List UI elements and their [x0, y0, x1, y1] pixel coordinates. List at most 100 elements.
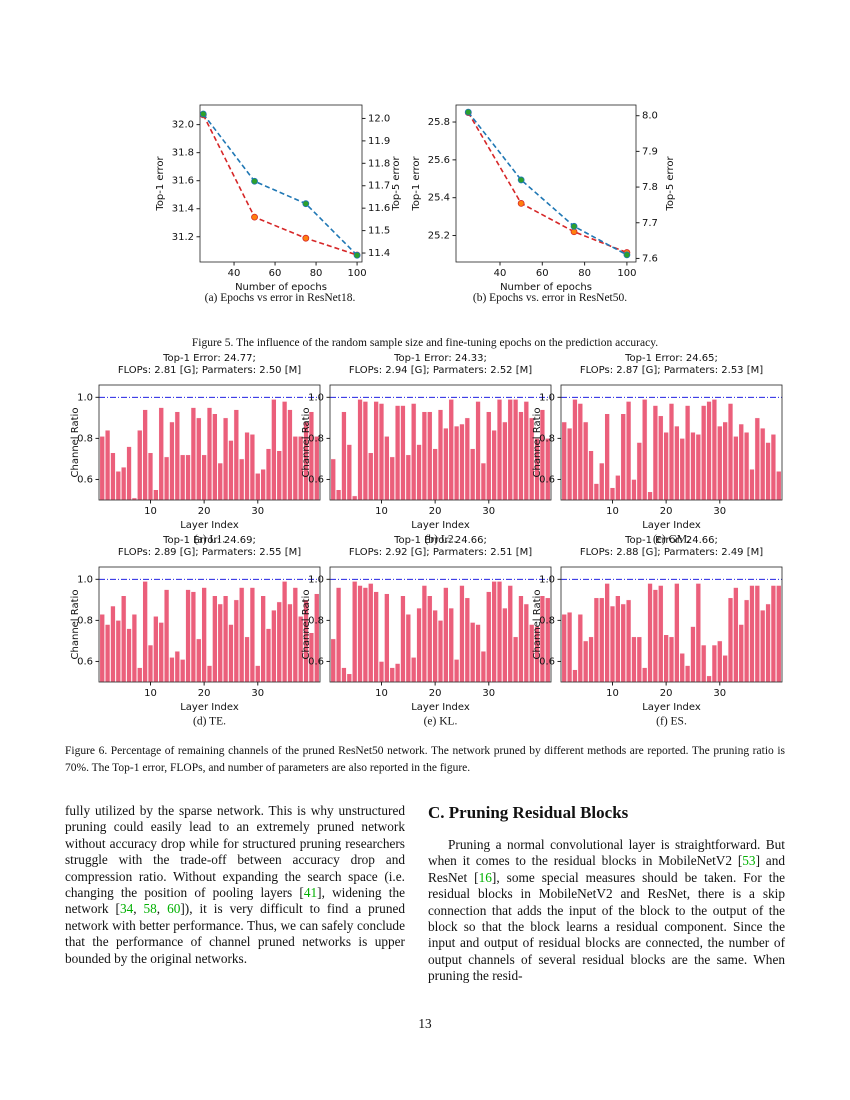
bar: [341, 411, 347, 501]
y-tick-label: 31.8: [172, 148, 194, 159]
bar: [593, 597, 600, 683]
bar: [185, 589, 191, 683]
y-tick-label: 0.8: [308, 433, 324, 444]
x-tick-label: 20: [660, 688, 673, 699]
bar: [496, 581, 503, 683]
bar: [625, 599, 632, 683]
bar: [760, 427, 766, 501]
bar: [749, 468, 755, 501]
bar: [609, 605, 616, 683]
x-tick-label: 20: [429, 688, 442, 699]
text-run: ]), it is very difficult to find a prune…: [65, 901, 406, 966]
bar: [147, 452, 154, 501]
y-tick-label: 32.0: [172, 120, 194, 131]
bar: [615, 475, 621, 501]
bar: [690, 626, 696, 683]
chart-title: FLOPs: 2.81 [G]; Parmaters: 2.50 [M]: [118, 365, 301, 376]
bar: [142, 581, 148, 683]
x-tick-label: 40: [494, 268, 507, 279]
x-tick-label: 20: [198, 506, 211, 517]
bar: [384, 436, 390, 501]
x-tick-label: 20: [198, 688, 211, 699]
bar: [239, 587, 245, 683]
bar: [346, 444, 352, 501]
bar: [206, 407, 213, 501]
bar: [770, 434, 777, 501]
bar: [131, 613, 138, 683]
figure-caption: Figure 6. Percentage of remaining channe…: [65, 745, 785, 774]
bar: [357, 399, 363, 501]
bar: [222, 417, 229, 501]
bar: [405, 454, 411, 501]
bar: [502, 421, 508, 501]
citation: 60: [167, 901, 181, 917]
chart-title: FLOPs: 2.88 [G]; Parmaters: 2.49 [M]: [580, 547, 763, 558]
bar: [577, 613, 583, 683]
bar: [566, 427, 573, 501]
y2-tick-label: 11.4: [368, 248, 390, 259]
bar: [115, 471, 121, 501]
y-tick-label: 25.4: [428, 193, 450, 204]
x-axis-label: Layer Index: [642, 520, 701, 531]
point: [517, 199, 525, 207]
citation: 41: [303, 885, 318, 901]
plot-frame: [560, 566, 783, 683]
bar: [453, 425, 460, 501]
bar: [486, 411, 492, 501]
bar: [126, 628, 132, 683]
chart-title: FLOPs: 2.89 [G]; Parmaters: 2.55 [M]: [118, 547, 301, 558]
bar: [754, 417, 760, 501]
bar: [228, 624, 234, 683]
bar: [658, 585, 664, 683]
bar: [701, 644, 707, 683]
bar: [147, 644, 154, 683]
subcaption: (f) ES.: [656, 716, 687, 728]
x-axis-label: Layer Index: [180, 702, 239, 713]
bar: [437, 620, 444, 683]
subcaption: (c) GM.: [653, 534, 690, 546]
bar: [518, 411, 524, 501]
bar: [416, 607, 422, 683]
bar: [400, 405, 406, 501]
bar: [346, 673, 352, 683]
point: [302, 234, 310, 242]
bar: [341, 667, 347, 683]
bar: [137, 429, 143, 501]
bar: [453, 659, 460, 683]
bar: [190, 407, 197, 501]
bar: [292, 587, 298, 683]
bar: [749, 585, 755, 683]
y-tick-label: 0.8: [77, 615, 93, 626]
bar: [174, 411, 180, 501]
y-tick-label: 0.6: [308, 656, 324, 667]
x-tick-label: 60: [269, 268, 282, 279]
bar: [373, 591, 379, 683]
bar: [658, 415, 664, 501]
bar: [206, 665, 213, 683]
y2-tick-label: 12.0: [368, 113, 390, 124]
bar: [437, 409, 444, 501]
bar: [588, 450, 594, 501]
bar: [523, 401, 529, 501]
bar: [384, 593, 390, 683]
bar: [668, 403, 675, 501]
subcaption: (a) Epochs vs error in ResNet18.: [204, 292, 356, 304]
chart-title: Top-1 Error: 24.33;: [393, 353, 487, 364]
bar: [244, 431, 250, 501]
y-tick-label: 0.8: [539, 615, 555, 626]
y2-tick-label: 11.6: [368, 203, 390, 214]
bar: [335, 489, 342, 501]
bar: [448, 607, 454, 683]
bar: [443, 587, 449, 683]
bar: [684, 405, 691, 501]
text-run: ], widening the network [: [65, 885, 405, 917]
y-axis-label: Channel Ratio: [532, 408, 543, 478]
bar: [754, 585, 760, 683]
bar: [599, 462, 605, 501]
bar: [389, 456, 395, 501]
y-tick-label: 1.0: [539, 392, 555, 403]
text-run: ], some special measures should be taken…: [428, 869, 786, 984]
y-axis-label: Channel Ratio: [532, 590, 543, 660]
bar: [271, 399, 277, 501]
text-run: Pruning a normal convolutional layer is …: [428, 837, 785, 869]
